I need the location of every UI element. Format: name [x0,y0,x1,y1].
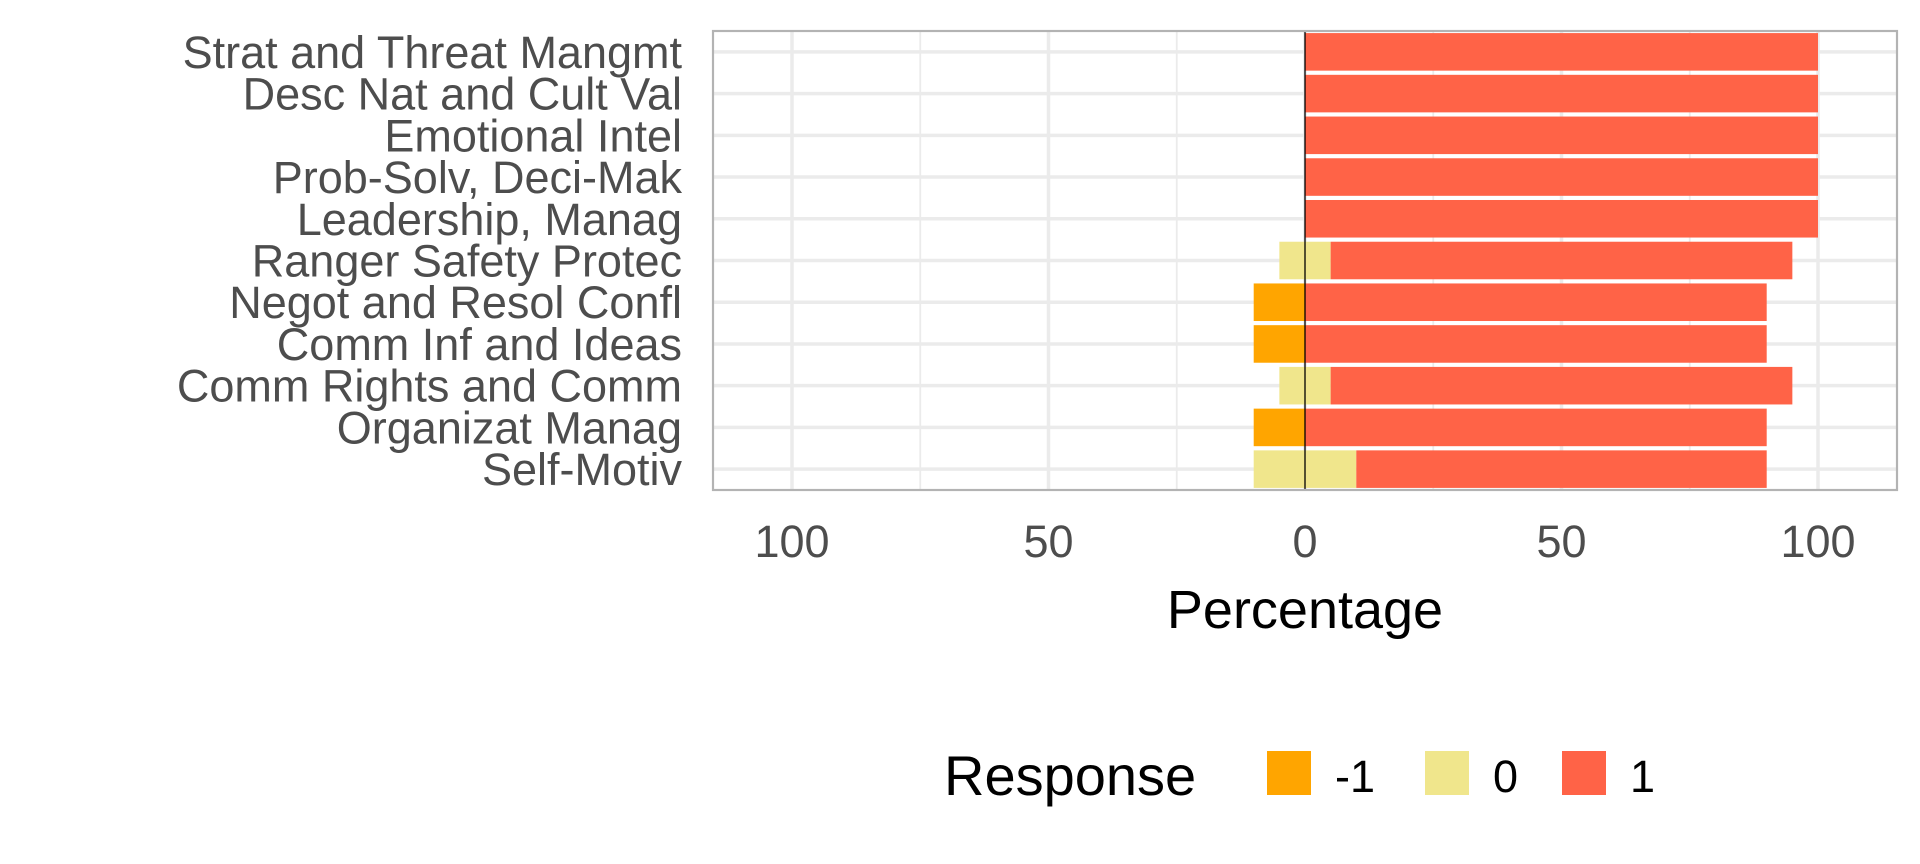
legend-keys: -1 0 1 [1267,751,1655,802]
legend-key-swatch [1562,751,1606,795]
y-tick-label: Negot and Resol Confl [229,277,682,328]
bar-segment-pos [1305,408,1767,447]
bar-segment-pos [1356,450,1767,488]
y-tick-label: Comm Inf and Ideas [277,319,682,370]
y-tick-label: Prob-Solv, Deci-Mak [273,152,683,203]
bar-segment-pos [1330,241,1793,280]
legend-title: Response [944,744,1196,807]
y-tick-label: Comm Rights and Comm [177,361,682,412]
bar-segment-pos [1305,33,1818,71]
y-tick-label: Organizat Manag [337,402,682,453]
legend-key-label: 1 [1630,751,1655,802]
bar-segment-pos [1305,325,1767,363]
legend-key-swatch [1267,751,1311,795]
bar-segment-pos [1305,116,1818,155]
y-tick-label: Strat and Threat Mangmt [183,27,683,78]
bar-segment-neg [1253,283,1305,322]
x-axis-title: Percentage [1167,580,1443,640]
bar-segment-pos [1330,366,1793,405]
x-tick-label: 100 [1780,516,1855,567]
x-tick-label: 50 [1023,516,1073,567]
panel-border [711,29,1899,492]
bar-segment-pos [1305,158,1818,196]
legend-key-label: 0 [1493,751,1518,802]
bar-segment-pos [1305,74,1818,113]
legend-key-label: -1 [1335,751,1375,802]
y-tick-label: Ranger Safety Protec [252,236,682,287]
y-tick-label: Emotional Intel [384,110,682,161]
y-tick-label: Desc Nat and Cult Val [243,69,682,120]
bars [1253,33,1818,488]
bar-segment-pos [1305,283,1767,322]
bar-segment-pos [1305,199,1818,238]
x-tick-label: 0 [1292,516,1317,567]
x-tick-label: 100 [754,516,829,567]
y-tick-label: Self-Motiv [482,444,683,495]
legend: Response -1 0 1 [944,744,1655,807]
x-axis-labels: 100 50 0 50 100 [754,516,1855,567]
x-tick-label: 50 [1536,516,1586,567]
legend-key-swatch [1425,751,1469,795]
y-tick-label: Leadership, Manag [297,194,682,245]
bar-segment-neg [1253,408,1305,447]
bar-segment-neg [1253,325,1305,363]
